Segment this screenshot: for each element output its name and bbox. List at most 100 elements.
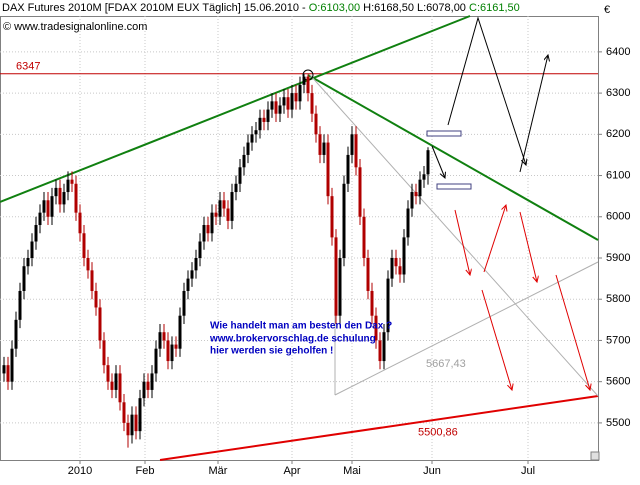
trendline [309, 74, 599, 397]
candle-body [102, 340, 106, 366]
candle-body [410, 192, 414, 209]
scroll-corner[interactable] [590, 451, 600, 461]
candle-body [198, 241, 202, 258]
candle-body [394, 257, 398, 267]
y-tick-label: 6100 [606, 169, 630, 181]
candle-body [38, 212, 42, 226]
arrow [431, 145, 445, 178]
candle-body [2, 365, 6, 374]
levels: 6347 5500,86 5667,43 [0, 61, 598, 438]
candle-body [66, 179, 70, 193]
y-tick-label: 6300 [606, 87, 630, 99]
note-line: www.brokervorschlag.de schulung [209, 334, 376, 345]
trendline [159, 395, 599, 461]
candle-body [186, 278, 190, 291]
candle-body [290, 93, 294, 110]
candle-body [50, 196, 54, 217]
candle-body [386, 278, 390, 333]
y-tick-label: 5500 [606, 417, 630, 429]
candle-body [14, 319, 18, 349]
candle-body [162, 332, 166, 341]
candle-body [326, 142, 330, 197]
candle-body [146, 381, 150, 390]
candle-body [374, 315, 378, 341]
target-box [436, 183, 472, 190]
candle-body [242, 154, 246, 168]
candle-body [126, 422, 130, 436]
candle-body [254, 130, 258, 135]
candle-body [302, 76, 306, 85]
candle-body [270, 101, 274, 110]
candle-body [266, 109, 270, 122]
candles [2, 73, 430, 448]
candle-body [314, 113, 318, 135]
candle-body [338, 257, 342, 316]
candle-body [370, 290, 374, 316]
candle-body [166, 340, 170, 362]
candle-body [26, 257, 30, 267]
candle-body [98, 307, 102, 341]
candle-body [90, 270, 94, 291]
candle-body [286, 97, 290, 110]
candle-body [222, 200, 226, 209]
candle-body [278, 105, 282, 114]
candle-body [206, 225, 210, 234]
candle-body [334, 237, 338, 316]
candle-body [226, 208, 230, 221]
candle-body [158, 332, 162, 349]
candle-body [114, 373, 118, 390]
y-tick-label: 6000 [606, 211, 630, 223]
note: Wie handelt man am besten den Dax ? www.… [209, 321, 392, 357]
arrow [519, 211, 537, 282]
candle-body [58, 187, 62, 205]
trendline [334, 261, 599, 396]
candle-body [306, 76, 310, 94]
candle-body [262, 117, 266, 122]
header-title: DAX Futures 2010M [FDAX 2010M EUX Täglic… [2, 2, 520, 14]
level-label: 5667,43 [426, 358, 466, 370]
candle-body [10, 348, 14, 382]
candle-body [382, 332, 386, 362]
candle-body [274, 101, 278, 114]
y-tick-label: 6200 [606, 128, 630, 140]
candle-body [134, 414, 138, 432]
x-tick-label: Jul [521, 465, 535, 477]
x-tick-label: Jun [423, 465, 441, 477]
note-line: hier werden sie geholfen ! [210, 346, 333, 357]
x-tick-label: 2010 [68, 465, 92, 477]
candle-body [346, 154, 350, 184]
candle-body [282, 97, 286, 106]
candle-body [122, 402, 126, 423]
candle-body [110, 381, 114, 390]
level-label: 5500,86 [418, 426, 458, 438]
candle-body [182, 290, 186, 316]
target-box [426, 130, 462, 137]
candle-body [34, 225, 38, 242]
candle-body [6, 365, 10, 382]
y-tick-label: 6400 [606, 46, 630, 58]
candle-body [378, 340, 382, 362]
trendline [0, 15, 471, 203]
drawings [426, 16, 600, 461]
currency: € [604, 4, 610, 16]
candle-body [362, 216, 366, 258]
x-tick-label: Mai [343, 465, 361, 477]
x-tick-label: Feb [136, 465, 155, 477]
x-tick-label: Apr [283, 465, 300, 477]
candle-body [234, 183, 238, 193]
candle-body [422, 174, 426, 180]
candle-body [46, 200, 50, 217]
candle-body [194, 257, 198, 271]
arrow [481, 289, 512, 390]
arrow [483, 205, 506, 273]
arrow [454, 209, 470, 275]
arrow [555, 274, 590, 390]
candle-body [18, 290, 22, 320]
candle-body [418, 179, 422, 197]
candle-body [154, 348, 158, 374]
candle-body [70, 179, 74, 184]
candle-body [354, 134, 358, 168]
candle-body [230, 192, 234, 221]
candle-body [130, 414, 134, 436]
